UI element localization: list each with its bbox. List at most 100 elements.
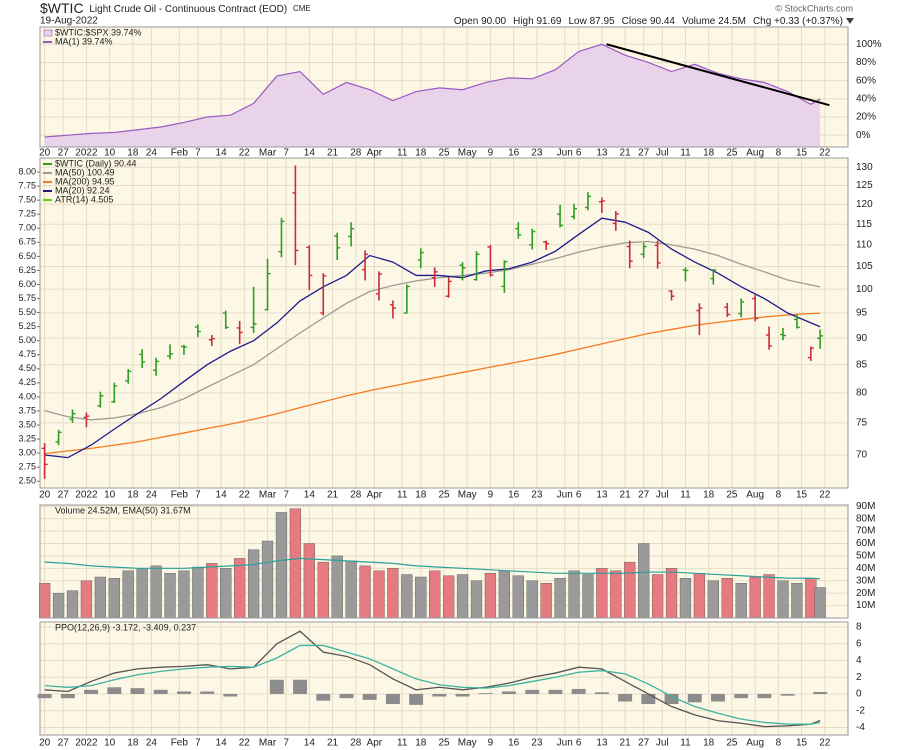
x-tick-label: 21	[327, 490, 339, 501]
x-tick-label: 15	[796, 738, 808, 749]
y-tick-label: 85	[856, 359, 868, 370]
volume-bar	[39, 583, 51, 619]
volume-bar	[721, 578, 733, 619]
y-tick-label: 95	[856, 308, 868, 319]
histogram-bar	[60, 693, 75, 699]
x-tick-label: 18	[703, 490, 715, 501]
y-tick-label: 90M	[856, 501, 875, 512]
volume-bar	[192, 566, 204, 619]
x-tick-label: 11	[680, 148, 691, 159]
dropdown-icon[interactable]	[846, 18, 854, 24]
volume-bar	[415, 576, 427, 619]
x-tick-label: 18	[415, 738, 427, 749]
x-tick-label: 28	[350, 738, 362, 749]
x-tick-label: 27	[638, 148, 650, 159]
x-tick-label: May	[458, 490, 477, 501]
histogram-bar	[223, 693, 238, 697]
x-tick-label: 7	[195, 738, 201, 749]
x-tick-label: 11	[680, 490, 691, 501]
legend-label: MA(20) 92.24	[55, 185, 110, 195]
quote-item: Close 90.44	[622, 16, 676, 27]
x-tick-label: 22	[819, 490, 831, 501]
x-tick-label: 20	[39, 738, 51, 749]
volume-bar	[66, 590, 79, 619]
volume-bar	[178, 570, 190, 619]
volume-bar	[220, 568, 232, 619]
x-tick-label: 10	[104, 738, 116, 749]
y-tick-label: 110	[856, 240, 872, 251]
x-tick-label: 14	[304, 738, 316, 749]
x-tick-label: Aug	[746, 738, 764, 749]
instrument-name: Light Crude Oil - Continuous Contract (E…	[89, 4, 287, 15]
y-tick-label: 75	[856, 418, 868, 429]
y2-tick-label: 6.00	[18, 279, 36, 289]
x-tick-label: 25	[438, 148, 450, 159]
x-tick-label: 20	[39, 490, 51, 501]
y2-tick-label: 7.00	[18, 223, 36, 233]
volume-bar	[275, 512, 288, 619]
x-tick-label: 18	[415, 148, 427, 159]
y2-tick-label: 3.75	[18, 405, 36, 415]
volume-bar	[484, 573, 497, 619]
histogram-bar	[37, 693, 52, 699]
x-tick-label: 28	[350, 148, 362, 159]
histogram-bar	[293, 679, 308, 694]
y-tick-label: 8	[856, 622, 862, 633]
x-tick-label: 6	[576, 490, 582, 501]
y-tick-label: 6	[856, 638, 862, 649]
x-tick-label: 23	[531, 490, 543, 501]
credit: © StockCharts.com	[775, 3, 853, 13]
quote-item: Low 87.95	[568, 16, 615, 27]
x-tick-label: 25	[438, 738, 450, 749]
y-tick-label: 20%	[856, 112, 876, 123]
x-tick-label: 2022	[75, 490, 98, 501]
plot-border	[39, 157, 849, 489]
x-tick-label: 13	[596, 490, 608, 501]
x-tick-label: 13	[596, 148, 608, 159]
volume-bar	[791, 583, 803, 619]
x-tick-label: 2022	[75, 738, 98, 749]
y-tick-label: 125	[856, 180, 873, 191]
x-tick-label: Feb	[171, 490, 189, 501]
exchange: CME	[293, 4, 311, 13]
y2-tick-label: 4.75	[18, 349, 36, 359]
volume-bar	[52, 592, 65, 619]
x-tick-label: 22	[239, 148, 251, 159]
volume-bar	[289, 508, 302, 619]
x-tick-label: 7	[283, 148, 289, 159]
x-tick-label: 24	[146, 148, 158, 159]
y-tick-label: 130	[856, 162, 873, 173]
quote: Open 90.00 High 91.69 Low 87.95 Close 90.44…	[454, 16, 843, 27]
volume-bar	[345, 560, 357, 619]
x-tick-label: 18	[127, 738, 139, 749]
y2-tick-label: 7.75	[18, 180, 36, 190]
y-tick-label: 50M	[856, 551, 875, 562]
histogram-bar	[339, 693, 354, 699]
x-tick-label: 18	[703, 738, 715, 749]
histogram-bar	[780, 693, 795, 696]
volume-bar	[136, 568, 148, 619]
x-tick-label: Mar	[259, 738, 277, 749]
quote-item: Chg +0.33 (+0.37%)	[753, 16, 843, 27]
quote-item: High 91.69	[513, 16, 562, 27]
histogram-bar	[409, 693, 424, 705]
histogram-bar	[130, 688, 145, 694]
histogram-bar	[618, 693, 633, 702]
volume-bar	[665, 568, 678, 619]
y2-tick-label: 5.50	[18, 307, 36, 317]
x-tick-label: Jun	[557, 490, 573, 501]
x-tick-label: 14	[216, 490, 228, 501]
volume-bar	[568, 570, 580, 619]
volume-bar	[317, 561, 329, 619]
histogram-bar	[734, 693, 749, 699]
legend-title: $WTIC (Daily) 90.44	[55, 158, 137, 168]
histogram-bar	[176, 691, 191, 694]
quote-item: Volume 24.5M	[682, 16, 746, 27]
x-tick-label: 7	[283, 490, 289, 501]
header-line: $WTIC Light Crude Oil - Continuous Contr…	[40, 0, 311, 16]
y2-tick-label: 5.75	[18, 293, 36, 303]
x-tick-label: 15	[796, 148, 808, 159]
x-tick-label: 16	[508, 148, 520, 159]
x-tick-label: 21	[620, 738, 632, 749]
